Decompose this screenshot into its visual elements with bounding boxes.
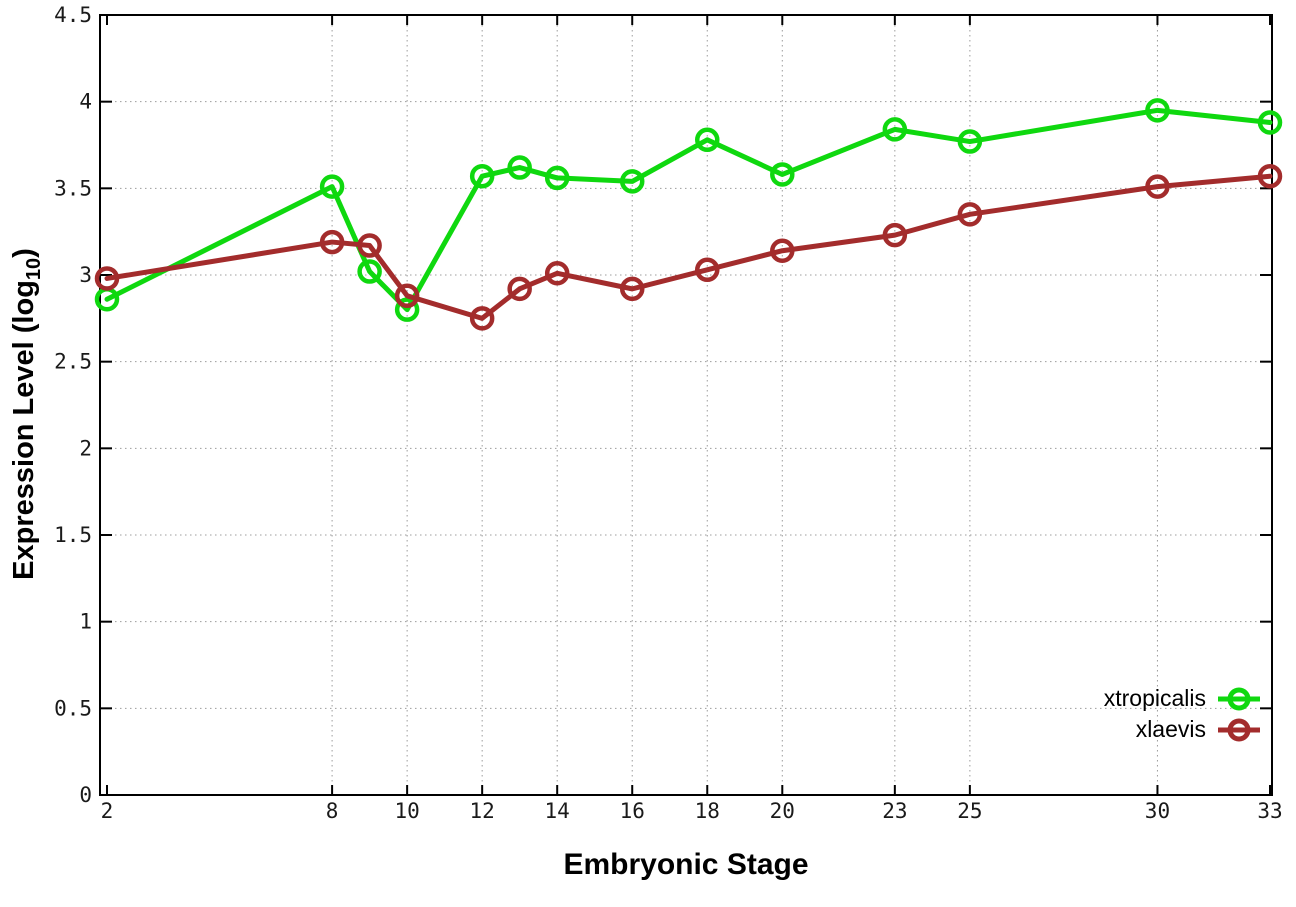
data-point-marker-xtropicalis bbox=[1145, 98, 1170, 123]
xlaevis-line-marker-icon bbox=[1218, 718, 1260, 741]
data-point-marker-xtropicalis bbox=[319, 174, 345, 199]
y-tick-label: 1 bbox=[79, 610, 92, 634]
data-point-marker-xlaevis bbox=[319, 229, 345, 255]
plot-border bbox=[99, 14, 1273, 796]
series-line-xtropicalis bbox=[104, 107, 1273, 313]
data-point-marker-xtropicalis bbox=[882, 117, 908, 142]
data-point-marker-xlaevis bbox=[469, 306, 495, 331]
x-tick-label: 18 bbox=[695, 799, 720, 823]
x-tick-label: 10 bbox=[394, 799, 419, 823]
x-tick-label: 2 bbox=[101, 799, 114, 823]
data-point-marker-xtropicalis bbox=[469, 163, 495, 189]
series-line-xlaevis bbox=[104, 173, 1273, 321]
x-tick-label: 30 bbox=[1145, 799, 1170, 823]
x-axis-title: Embryonic Stage bbox=[563, 848, 809, 881]
x-tick-label: 25 bbox=[957, 799, 982, 823]
y-tick-label: 0.5 bbox=[54, 696, 92, 720]
data-point-marker-xlaevis bbox=[544, 261, 570, 286]
legend-item-xtropicalis: xtropicalis bbox=[1104, 685, 1262, 712]
data-point-marker-xtropicalis bbox=[1257, 110, 1283, 135]
x-tick-label: 8 bbox=[326, 799, 339, 823]
legend: xtropicalis xlaevis bbox=[1104, 685, 1262, 743]
data-point-marker-xlaevis bbox=[695, 257, 720, 283]
data-point-marker-xlaevis bbox=[357, 233, 382, 258]
y-axis-title: Expression Level (log10) bbox=[8, 224, 48, 604]
y-axis-title-subscript: 10 bbox=[22, 257, 45, 281]
legend-item-xlaevis: xlaevis bbox=[1104, 716, 1262, 743]
data-point-marker-xlaevis bbox=[957, 202, 983, 227]
y-tick-label: 2.5 bbox=[54, 350, 92, 374]
y-tick-label: 0 bbox=[79, 783, 92, 807]
y-tick-label: 4 bbox=[79, 90, 92, 114]
data-point-marker-xlaevis bbox=[1145, 174, 1170, 199]
data-point-marker-xlaevis bbox=[619, 276, 645, 302]
x-tick-label: 12 bbox=[470, 799, 495, 823]
data-point-marker-xlaevis bbox=[94, 266, 120, 291]
x-tick-label: 16 bbox=[620, 799, 645, 823]
y-tick-label: 3 bbox=[79, 263, 92, 287]
data-point-marker-xtropicalis bbox=[544, 165, 570, 191]
y-tick-label: 2 bbox=[79, 436, 92, 460]
y-tick-label: 4.5 bbox=[54, 3, 92, 27]
legend-label-xtropicalis: xtropicalis bbox=[1103, 685, 1206, 711]
y-tick-label: 3.5 bbox=[54, 176, 92, 200]
y-axis-title-paren: ) bbox=[8, 248, 40, 258]
y-axis-title-text: Expression Level (log bbox=[8, 280, 40, 580]
data-point-marker-xtropicalis bbox=[957, 129, 983, 154]
data-point-marker-xtropicalis bbox=[394, 297, 420, 322]
legend-label-xlaevis: xlaevis bbox=[1135, 716, 1206, 742]
x-tick-label: 20 bbox=[770, 799, 795, 823]
data-point-marker-xlaevis bbox=[394, 283, 420, 309]
x-tick-label: 33 bbox=[1257, 799, 1282, 823]
data-point-marker-xtropicalis bbox=[770, 162, 795, 187]
data-point-marker-xtropicalis bbox=[357, 259, 382, 284]
data-point-marker-xlaevis bbox=[507, 276, 532, 302]
data-point-marker-xlaevis bbox=[1257, 163, 1283, 189]
data-point-marker-xlaevis bbox=[882, 222, 908, 248]
data-point-marker-xtropicalis bbox=[619, 169, 645, 194]
data-point-marker-xtropicalis bbox=[507, 155, 532, 180]
x-tick-label: 14 bbox=[545, 799, 570, 823]
y-tick-label: 1.5 bbox=[54, 523, 92, 547]
x-tick-label: 23 bbox=[882, 799, 907, 823]
data-point-marker-xlaevis bbox=[770, 238, 795, 263]
xtropicalis-line-marker-icon bbox=[1218, 687, 1260, 710]
data-point-marker-xtropicalis bbox=[695, 127, 720, 153]
